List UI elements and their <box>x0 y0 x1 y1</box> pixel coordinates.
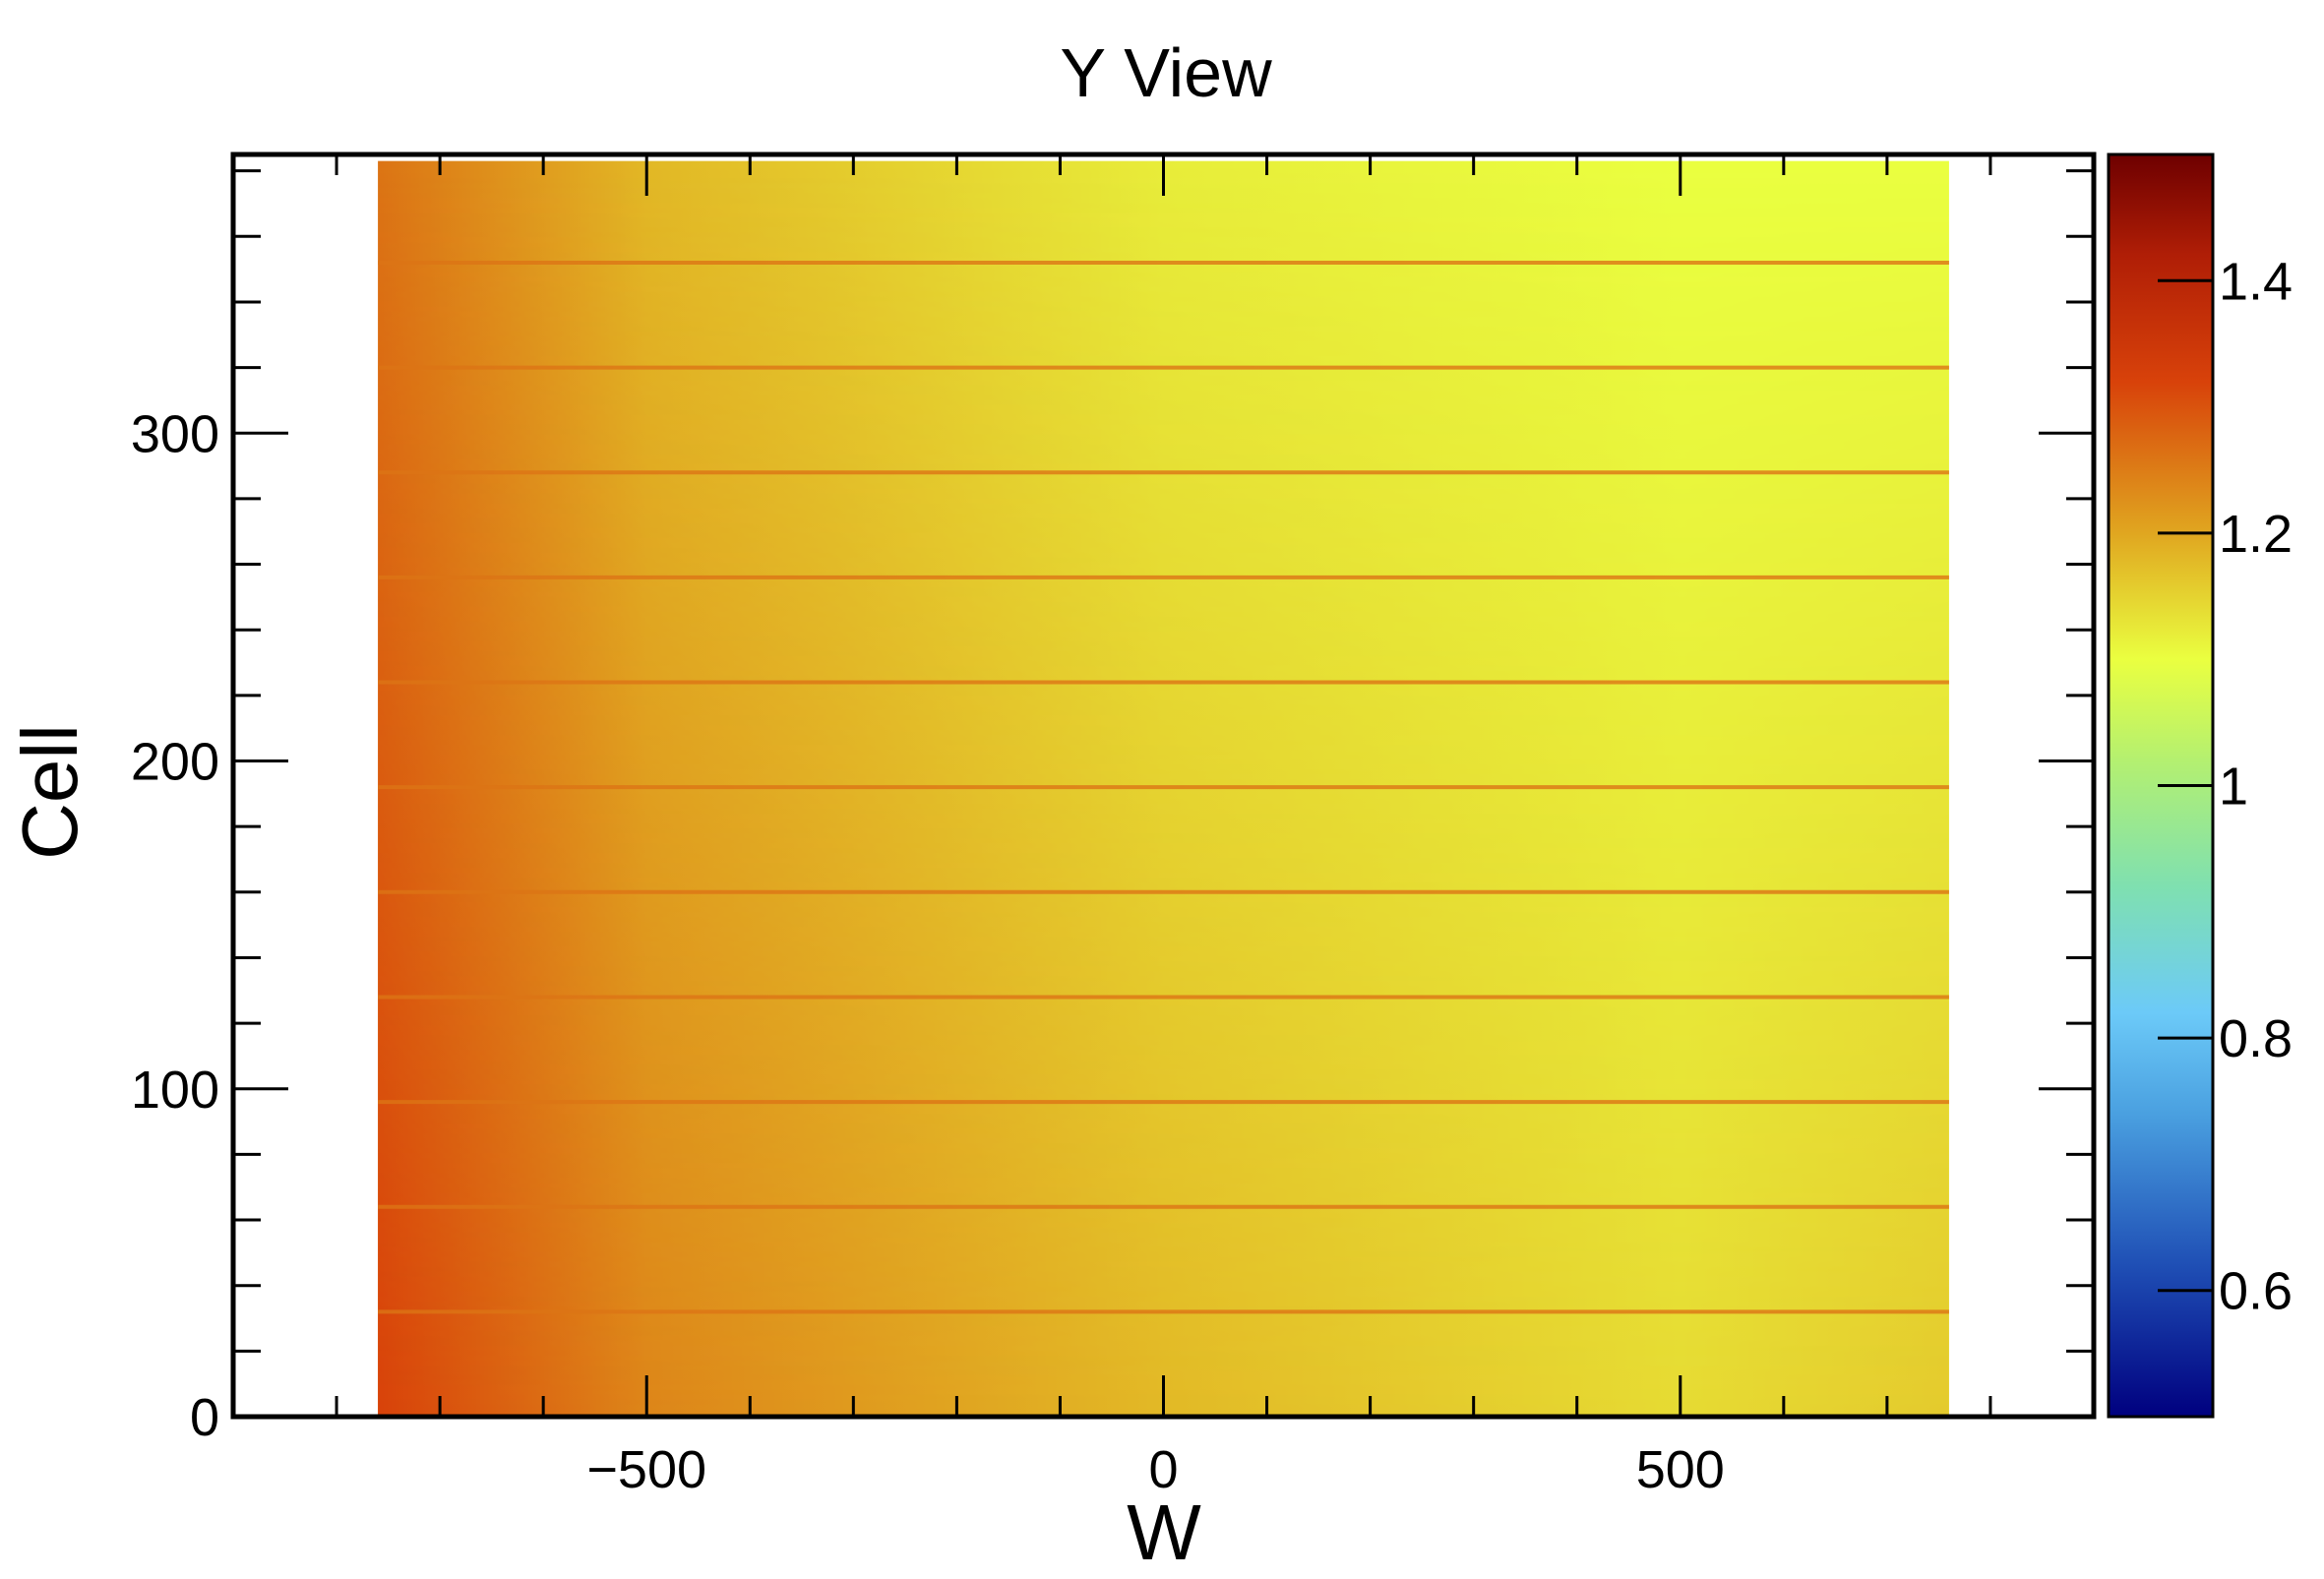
x-tick-label: 500 <box>1636 1440 1725 1499</box>
chart-title: Y View <box>1060 34 1272 111</box>
y-tick-label: 100 <box>131 1061 219 1120</box>
colorbar-tick-label: 0.6 <box>2219 1262 2293 1321</box>
y-tick-label: 200 <box>131 733 219 792</box>
y-axis-ticks: 0 100 200 300 <box>131 169 2094 1447</box>
colorbar-ticks: 0.6 0.8 1 1.2 1.4 <box>2158 252 2293 1321</box>
colorbar-tick-label: 1 <box>2219 758 2248 817</box>
x-axis-label: W <box>1127 1488 1201 1574</box>
colorbar-tick-label: 1.4 <box>2219 252 2293 311</box>
x-tick-label: −500 <box>586 1440 706 1499</box>
colorbar-tick-label: 1.2 <box>2219 505 2293 564</box>
x-tick-label: 0 <box>1148 1440 1178 1499</box>
y-tick-label: 0 <box>190 1388 219 1447</box>
module-boundaries <box>378 260 1949 1314</box>
y-axis-label: Cell <box>6 724 93 860</box>
colorbar-tick-label: 0.8 <box>2219 1009 2293 1068</box>
x-axis-ticks: −500 0 500 <box>335 154 1992 1499</box>
y-tick-label: 300 <box>131 404 219 463</box>
